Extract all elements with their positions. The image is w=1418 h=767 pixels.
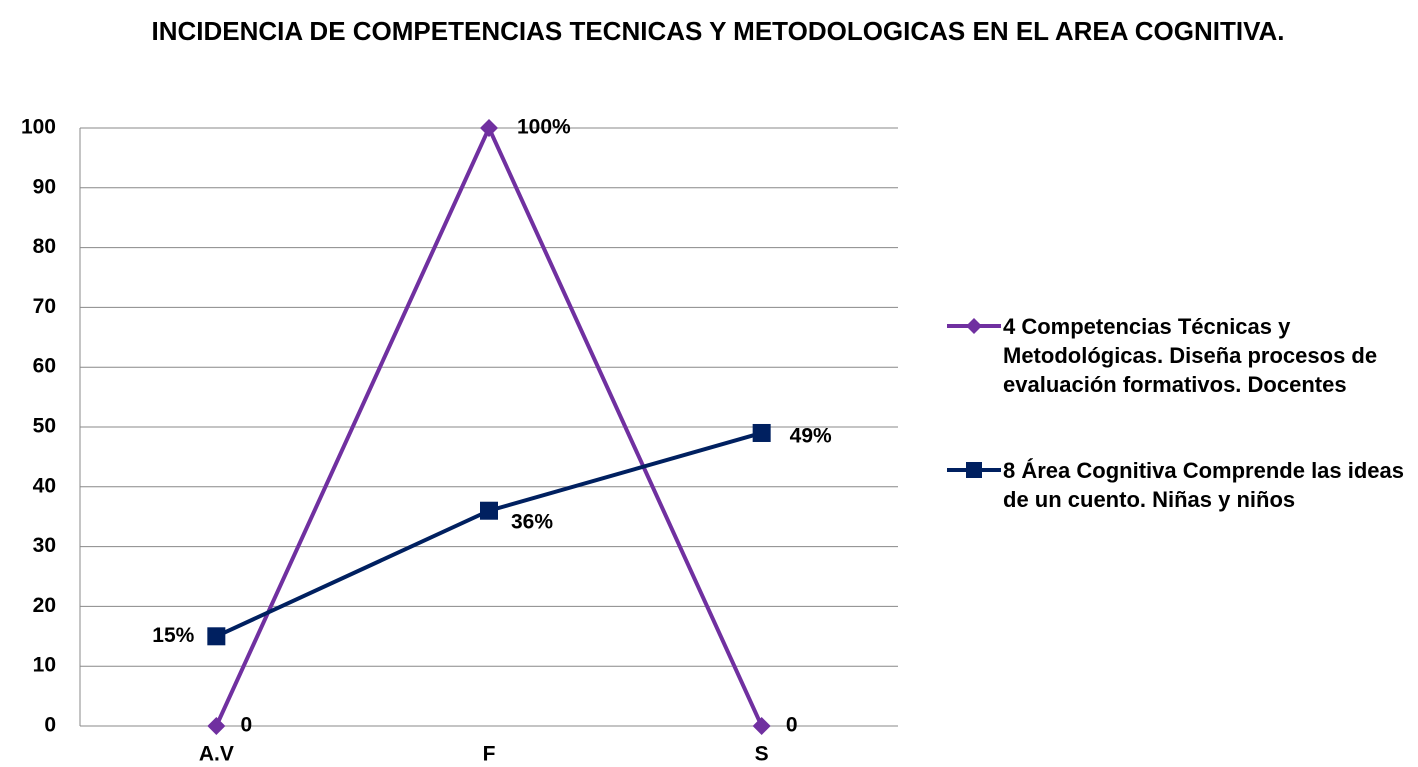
y-tick-label: 40 <box>33 474 56 497</box>
legend-marker <box>966 318 982 334</box>
x-tick-label: S <box>755 743 769 766</box>
data-label: 0 <box>240 714 252 737</box>
series-line <box>215 431 763 639</box>
legend-label: 8 Área Cognitiva Comprende las ideas de … <box>1003 458 1405 512</box>
legend-marker <box>966 462 982 478</box>
chart-title: INCIDENCIA DE COMPETENCIAS TECNICAS Y ME… <box>151 16 1285 46</box>
y-tick-label: 10 <box>33 654 56 677</box>
point <box>480 501 498 520</box>
legend-label: 4 Competencias Técnicas y Metodológicas.… <box>1003 314 1378 397</box>
y-tick-label: 90 <box>33 175 56 198</box>
y-tick-label: 50 <box>33 415 56 438</box>
legend-swatch <box>947 462 1001 478</box>
legend-item: 4 Competencias Técnicas y Metodológicas.… <box>945 312 1415 399</box>
point <box>207 627 226 646</box>
x-tick-label: A.V <box>199 743 234 766</box>
y-tick-label: 0 <box>44 714 56 737</box>
point <box>207 717 226 735</box>
data-label: 0 <box>786 714 798 737</box>
legend-item: 8 Área Cognitiva Comprende las ideas de … <box>945 456 1415 514</box>
legend-swatch <box>947 318 1001 334</box>
y-tick-label: 30 <box>33 534 56 557</box>
y-tick-label: 60 <box>33 355 56 378</box>
y-tick-label: 100 <box>21 116 56 139</box>
point <box>752 717 771 735</box>
data-label: 49% <box>790 425 832 448</box>
data-label: 15% <box>152 624 194 647</box>
data-label: 36% <box>511 510 553 533</box>
y-tick-label: 80 <box>33 235 56 258</box>
x-tick-label: F <box>483 743 496 766</box>
y-tick-label: 20 <box>33 594 56 617</box>
y-tick-label: 70 <box>33 295 56 318</box>
data-label: 100% <box>517 116 571 139</box>
point <box>752 423 771 442</box>
point <box>480 119 498 137</box>
